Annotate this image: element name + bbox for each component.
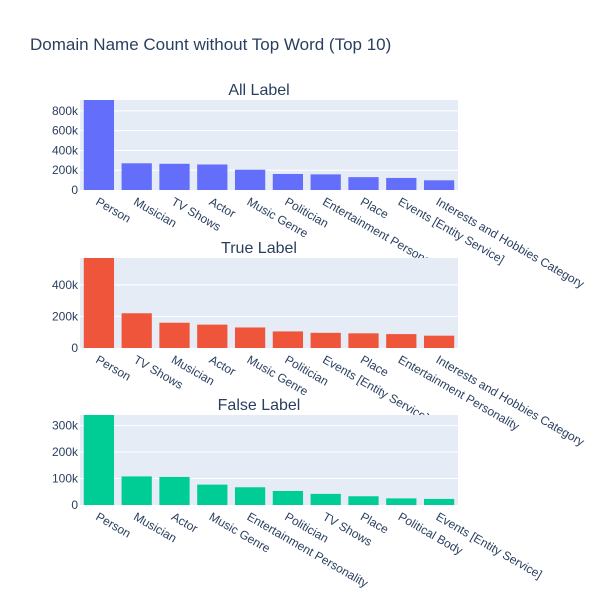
bar [197,164,228,190]
bar [197,484,228,505]
subplot-3: False Label0100k200k300kPersonMusicianAc… [52,397,545,590]
y-tick-label: 200k [52,163,79,177]
y-tick-label: 300k [52,419,79,433]
bar [83,415,115,505]
bar [121,476,152,505]
y-tick-label: 400k [52,143,79,157]
bar [386,334,417,348]
bar [310,332,341,348]
y-tick-label: 800k [52,104,79,118]
y-tick-label: 400k [52,278,79,292]
x-tick-label: Person [93,352,133,383]
bar [272,490,304,505]
bar [234,327,266,348]
bar [159,322,190,348]
bar [272,173,304,190]
bar [348,496,379,505]
bar [272,331,304,348]
bar [197,324,228,348]
bar [310,493,341,505]
x-tick-label: Person [93,194,133,225]
bar [121,163,152,190]
bar [159,163,190,190]
y-tick-label: 200k [52,309,79,323]
subplot-title: True Label [221,240,297,257]
bar [234,487,266,505]
bar [423,180,455,190]
y-tick-label: 0 [71,498,78,512]
subplot-title: False Label [218,397,301,414]
chart-title: Domain Name Count without Top Word (Top … [30,35,391,54]
y-tick-label: 0 [71,183,78,197]
y-tick-label: 600k [52,124,79,138]
subplot-title: All Label [228,82,289,99]
y-tick-label: 100k [52,472,79,486]
bar [310,174,341,190]
bar [159,476,190,505]
bar [386,498,417,505]
bar [83,258,115,348]
y-tick-label: 0 [71,341,78,355]
bar [348,177,379,190]
bar [386,177,417,190]
x-tick-label: Person [93,509,133,540]
bar [83,100,115,190]
bar [423,498,455,505]
bar [423,335,455,348]
bar [121,313,152,348]
y-tick-label: 200k [52,445,79,459]
bar [348,333,379,348]
bar [234,169,266,190]
